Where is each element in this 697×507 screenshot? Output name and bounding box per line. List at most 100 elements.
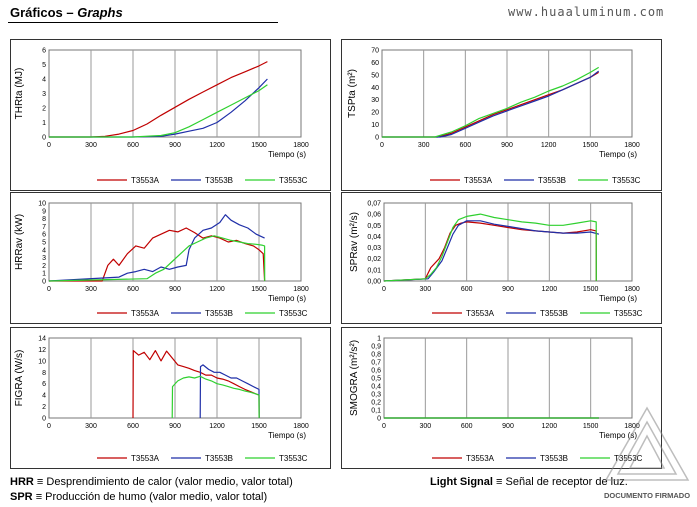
legend-label: T3553A bbox=[131, 454, 160, 463]
chart-panel-tsp: 0 300 600 900 1200 1500 1800 0 10 20 30 40 50 60 70 TSP… bbox=[341, 39, 662, 191]
legend-label: T3553B bbox=[205, 176, 233, 185]
y-tick-label: 8 bbox=[42, 216, 46, 223]
x-tick-label: 0 bbox=[380, 142, 384, 149]
legend-label: T3553C bbox=[279, 309, 308, 318]
x-tick-label: 0 bbox=[382, 286, 386, 293]
chart-smogra: 0 300 600 900 1200 1500 180000,10,20,30,40,50,… bbox=[349, 336, 643, 464]
y-tick-label: 9 bbox=[42, 208, 46, 215]
series-line-t3553c bbox=[383, 213, 597, 282]
x-tick-label: 600 bbox=[461, 423, 473, 430]
definitions: HRR ≡ Desprendimiento de calor (valor me… bbox=[10, 474, 690, 504]
series-line-t3553c bbox=[49, 84, 268, 138]
def-abbr: HRR bbox=[10, 476, 34, 488]
title-separator: – bbox=[62, 5, 78, 20]
y-tick-label: 0,8 bbox=[371, 352, 381, 359]
legend-label: T3553B bbox=[540, 309, 568, 318]
legend-label: T3553B bbox=[540, 454, 568, 463]
page-header: Gráficos – Graphs www.huaaluminum.com bbox=[0, 0, 697, 26]
legend-label: T3553A bbox=[131, 309, 160, 318]
y-tick-label: 0,4 bbox=[371, 384, 381, 391]
y-tick-label: 1 bbox=[42, 271, 46, 278]
def-text: Producción de humo (valor medio, valor t… bbox=[45, 491, 268, 503]
series-line-t3553b bbox=[382, 70, 600, 138]
y-tick-label: 0 bbox=[375, 135, 379, 142]
y-tick-label: 1 bbox=[377, 336, 381, 343]
chart-panel-figra: 0 300 600 900 1200 1500 1800 0 2 4 6 8 10 12 14 FIGRA (… bbox=[10, 327, 331, 469]
y-tick-label: 12 bbox=[38, 347, 46, 354]
x-tick-label: 300 bbox=[85, 423, 97, 430]
chart-panel-hrr: 0 300 600 900 1200 1500 1800 0 1 2 3 4 5 6 7 8 9 10 HRRav … bbox=[10, 192, 331, 324]
series-line-t3553c bbox=[382, 66, 600, 138]
watermark-url: www.huaaluminum.com bbox=[508, 5, 665, 19]
y-tick-label: 3 bbox=[42, 91, 46, 98]
x-tick-label: 1800 bbox=[624, 142, 640, 149]
y-tick-label: 50 bbox=[371, 72, 379, 79]
series-line-t3553a bbox=[383, 221, 597, 282]
y-tick-label: 2 bbox=[42, 263, 46, 270]
x-axis-label: Tiempo (s) bbox=[599, 150, 637, 159]
legend-label: T3553B bbox=[205, 309, 233, 318]
y-tick-label: 4 bbox=[42, 77, 46, 84]
chart-panel-spr: 0 300 600 900 1200 1500 1800 0,00 0,01 0,02 0,03 0,… bbox=[341, 192, 662, 324]
stamp-text: DOCUMENTO FIRMADO bbox=[604, 491, 690, 500]
x-tick-label: 0 bbox=[382, 423, 386, 430]
definition-hrr: HRR ≡ Desprendimiento de calor (valor me… bbox=[10, 476, 293, 488]
y-tick-label: 0,5 bbox=[371, 376, 381, 383]
y-tick-label: 5 bbox=[42, 240, 46, 247]
chart-hrr: 0 300 600 900 1200 1500 1800012345678910HRRav … bbox=[14, 201, 309, 319]
def-eq: ≡ bbox=[35, 491, 43, 503]
y-tick-label: 2 bbox=[42, 106, 46, 113]
y-tick-label: 20 bbox=[371, 110, 379, 117]
definition-light-signal: Light Signal ≡ Señal de receptor de luz. bbox=[430, 476, 628, 488]
y-axis-label: FIGRA (W/s) bbox=[14, 350, 25, 407]
x-axis-label: Tiempo (s) bbox=[599, 294, 637, 303]
y-tick-label: 30 bbox=[371, 97, 379, 104]
x-tick-label: 1200 bbox=[542, 286, 558, 293]
y-tick-label: 0 bbox=[377, 416, 381, 423]
x-tick-label: 300 bbox=[418, 142, 430, 149]
y-tick-label: 0 bbox=[42, 135, 46, 142]
y-tick-label: 0,1 bbox=[371, 408, 381, 415]
x-tick-label: 900 bbox=[502, 286, 514, 293]
series-line-t3553a bbox=[132, 350, 260, 419]
y-tick-label: 0,01 bbox=[367, 267, 381, 274]
y-axis-label: TSPta (m²) bbox=[347, 69, 358, 118]
x-tick-label: 1800 bbox=[293, 286, 309, 293]
legend-label: T3553C bbox=[614, 454, 643, 463]
legend-label: T3553C bbox=[614, 309, 643, 318]
stamp-logo-icon: DOCUMENTO FIRMADO bbox=[604, 406, 690, 500]
chart-panel-thr: 0 300 600 900 1200 1500 1800 0 1 2 3 4 5 6 THRta (MJ) T… bbox=[10, 39, 331, 191]
y-tick-label: 0,3 bbox=[371, 392, 381, 399]
page-title: Gráficos – Graphs bbox=[10, 5, 123, 20]
series-line-t3553b bbox=[48, 214, 265, 282]
legend-label: T3553A bbox=[464, 176, 493, 185]
signature-stamp: DOCUMENTO FIRMADO bbox=[600, 402, 695, 502]
title-es: Gráficos bbox=[10, 5, 63, 20]
def-abbr: SPR bbox=[10, 491, 33, 503]
y-axis-label: SPRav (m²/s) bbox=[349, 212, 360, 272]
x-tick-label: 600 bbox=[127, 423, 139, 430]
series-line-t3553b bbox=[383, 220, 600, 282]
x-tick-label: 300 bbox=[419, 423, 431, 430]
y-tick-label: 40 bbox=[371, 85, 379, 92]
title-en: Graphs bbox=[77, 5, 123, 20]
x-tick-label: 0 bbox=[47, 142, 51, 149]
chart-figra: 0 300 600 900 1200 1500 1800 0 2 4 6 8 10 12 14 FIGRA (… bbox=[14, 336, 309, 464]
series-line-t3553b bbox=[199, 364, 260, 419]
legend-label: T3553C bbox=[612, 176, 641, 185]
chart-thr: 0 300 600 900 1200 1500 1800 0 1 2 3 4 5 6 THRta (MJ) T… bbox=[14, 48, 309, 186]
series-line-t3553c bbox=[48, 235, 266, 282]
x-tick-label: 1200 bbox=[209, 423, 225, 430]
chart-panel-smogra: 0 300 600 900 1200 1500 1800 0 0,1 0,2 0,3 0,4 0,5 0,… bbox=[341, 327, 662, 469]
series-line-t3553c bbox=[171, 375, 260, 419]
y-tick-label: 10 bbox=[371, 122, 379, 129]
y-axis-label: THRta (MJ) bbox=[14, 68, 25, 120]
title-underline bbox=[8, 22, 278, 23]
x-tick-label: 600 bbox=[127, 142, 139, 149]
x-tick-label: 1500 bbox=[251, 423, 267, 430]
definition-spr: SPR ≡ Producción de humo (valor medio, v… bbox=[10, 491, 267, 503]
x-tick-label: 900 bbox=[502, 423, 514, 430]
y-tick-label: 0,02 bbox=[367, 256, 381, 263]
def-text: Desprendimiento de calor (valor medio, v… bbox=[46, 476, 293, 488]
y-tick-label: 60 bbox=[371, 60, 379, 67]
